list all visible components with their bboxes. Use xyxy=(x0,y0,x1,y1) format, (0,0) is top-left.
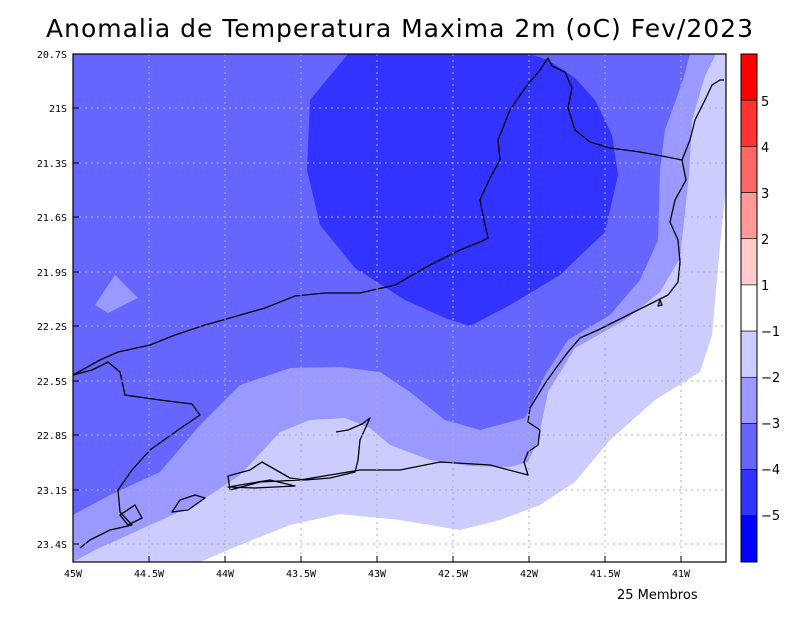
y-tick-label: 22.2S xyxy=(37,322,67,333)
colorbar-label: −5 xyxy=(761,509,780,524)
y-tick-label: 23.1S xyxy=(37,486,67,497)
colorbar-label: −4 xyxy=(761,463,780,478)
colorbar-bin xyxy=(740,146,758,193)
y-tick-label: 21.9S xyxy=(37,268,67,279)
colorbar-bin xyxy=(740,423,758,470)
coastline xyxy=(73,57,724,549)
colorbar-bin xyxy=(740,376,758,424)
y-tick-label: 23.4S xyxy=(37,540,67,551)
x-tick-label: 41.5W xyxy=(590,569,621,580)
colorbar-bin xyxy=(740,238,758,286)
colorbar-bin xyxy=(740,192,758,240)
map-frame xyxy=(72,53,727,563)
colorbar-label: 1 xyxy=(761,279,769,294)
colorbar-label: 5 xyxy=(761,95,769,110)
colorbar-bin xyxy=(740,515,758,563)
colorbar-bin xyxy=(740,284,758,332)
colorbar-bin xyxy=(740,330,758,378)
x-tick-label: 43W xyxy=(368,569,387,580)
y-tick-label: 21.6S xyxy=(37,213,67,224)
y-tick-label: 20.7S xyxy=(37,50,67,61)
anomaly-field xyxy=(73,54,726,562)
colorbar-label: 4 xyxy=(761,141,769,156)
y-tick-label: 21.3S xyxy=(37,159,67,170)
colorbar-bin xyxy=(740,99,758,147)
colorbar-label: 3 xyxy=(761,187,769,202)
y-axis: 20.7S 21S 21.3S 21.6S 21.9S 22.2S 22.5S … xyxy=(37,50,79,551)
x-tick-label: 42W xyxy=(520,569,539,580)
x-axis: 45W 44.5W 44W 43.5W 43W 42.5W 42W 41.5W … xyxy=(64,556,691,580)
x-tick-label: 42.5W xyxy=(438,569,469,580)
colorbar-bin xyxy=(740,469,758,517)
anomaly-region-minus4 xyxy=(307,54,618,326)
colorbar-bin xyxy=(740,53,758,101)
colorbar-frame xyxy=(740,53,758,563)
anomaly-region-minus3-extra xyxy=(95,275,138,313)
colorbar-label: −3 xyxy=(761,417,780,432)
members-note: 25 Membros xyxy=(617,588,698,603)
y-tick-label: 22.5S xyxy=(37,377,67,388)
x-tick-label: 41W xyxy=(672,569,691,580)
colorbar-label: 2 xyxy=(761,233,769,248)
colorbar-label: −2 xyxy=(761,371,780,386)
colorbar-label: −1 xyxy=(761,325,780,340)
map-title: Anomalia de Temperatura Maxima 2m (oC) F… xyxy=(46,14,754,43)
graticule xyxy=(73,54,726,562)
x-tick-label: 44W xyxy=(216,569,235,580)
y-tick-label: 21S xyxy=(49,104,67,115)
y-tick-label: 22.8S xyxy=(37,431,67,442)
x-tick-label: 45W xyxy=(64,569,83,580)
x-tick-label: 44.5W xyxy=(134,569,165,580)
colorbar: 5 4 3 2 1 −1 −2 −3 −4 −5 xyxy=(740,53,780,563)
x-tick-label: 43.5W xyxy=(286,569,317,580)
